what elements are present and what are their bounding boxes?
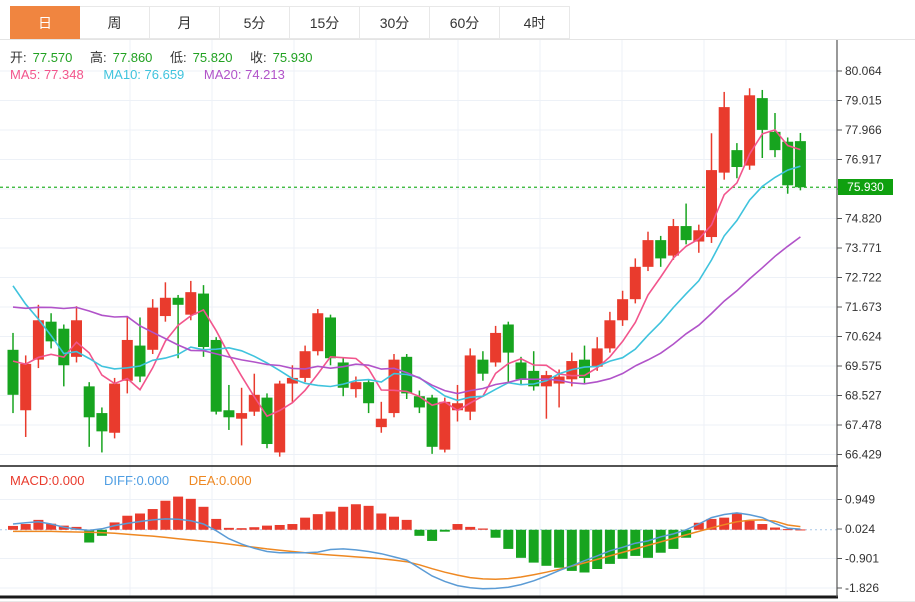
svg-text:0.949: 0.949 xyxy=(845,493,875,507)
macd-info: MACD:0.000 DIFF:0.000 DEA:0.000 xyxy=(10,473,258,488)
svg-text:68.527: 68.527 xyxy=(845,389,882,403)
low-value: 75.820 xyxy=(192,50,233,65)
low-label: 低: xyxy=(170,50,187,65)
svg-text:-1.826: -1.826 xyxy=(845,581,879,595)
last-price-badge: 75.930 xyxy=(838,179,893,196)
ma10-value: MA10: 76.659 xyxy=(103,67,185,82)
tab-day[interactable]: 日 xyxy=(10,6,80,39)
high-value: 77.860 xyxy=(112,50,153,65)
svg-text:71.673: 71.673 xyxy=(845,300,882,314)
svg-text:76.917: 76.917 xyxy=(845,153,882,167)
tab-4hour[interactable]: 4时 xyxy=(500,6,570,39)
close-label: 收: xyxy=(250,50,267,65)
close-value: 75.930 xyxy=(272,50,313,65)
open-value: 77.570 xyxy=(32,50,73,65)
svg-text:73.771: 73.771 xyxy=(845,241,882,255)
macd-value: MACD:0.000 xyxy=(10,473,85,488)
ohlc-info: 开: 77.570 高: 77.860 低: 75.820 收: 75.930 xyxy=(10,47,318,66)
svg-text:77.966: 77.966 xyxy=(845,123,882,137)
tab-week[interactable]: 周 xyxy=(80,6,150,39)
timeframe-tabs: 日周月 5分 15分 30分 60分 4时 xyxy=(10,6,570,39)
dea-value: DEA:0.000 xyxy=(188,473,252,488)
svg-text:74.820: 74.820 xyxy=(845,212,882,226)
ma20-value: MA20: 74.213 xyxy=(203,67,285,82)
tab-month[interactable]: 月 xyxy=(150,6,220,39)
svg-text:-0.901: -0.901 xyxy=(845,552,879,566)
svg-text:72.722: 72.722 xyxy=(845,271,882,285)
svg-text:79.015: 79.015 xyxy=(845,94,882,108)
svg-text:70.624: 70.624 xyxy=(845,330,882,344)
timeframe-tabbar: 日周月 5分 15分 30分 60分 4时 xyxy=(0,0,915,40)
tab-15min[interactable]: 15分 xyxy=(290,6,360,39)
ma-info: MA5: 77.348 MA10: 76.659 MA20: 74.213 xyxy=(10,67,291,82)
tab-30min[interactable]: 30分 xyxy=(360,6,430,39)
open-label: 开: xyxy=(10,50,27,65)
svg-text:80.064: 80.064 xyxy=(845,64,882,78)
svg-text:0.024: 0.024 xyxy=(845,522,875,536)
svg-text:67.478: 67.478 xyxy=(845,418,882,432)
tab-5min[interactable]: 5分 xyxy=(220,6,290,39)
svg-text:69.575: 69.575 xyxy=(845,359,882,373)
tab-60min[interactable]: 60分 xyxy=(430,6,500,39)
ma5-value: MA5: 77.348 xyxy=(10,67,84,82)
diff-value: DIFF:0.000 xyxy=(104,473,170,488)
svg-text:66.429: 66.429 xyxy=(845,448,882,462)
high-label: 高: xyxy=(90,50,107,65)
